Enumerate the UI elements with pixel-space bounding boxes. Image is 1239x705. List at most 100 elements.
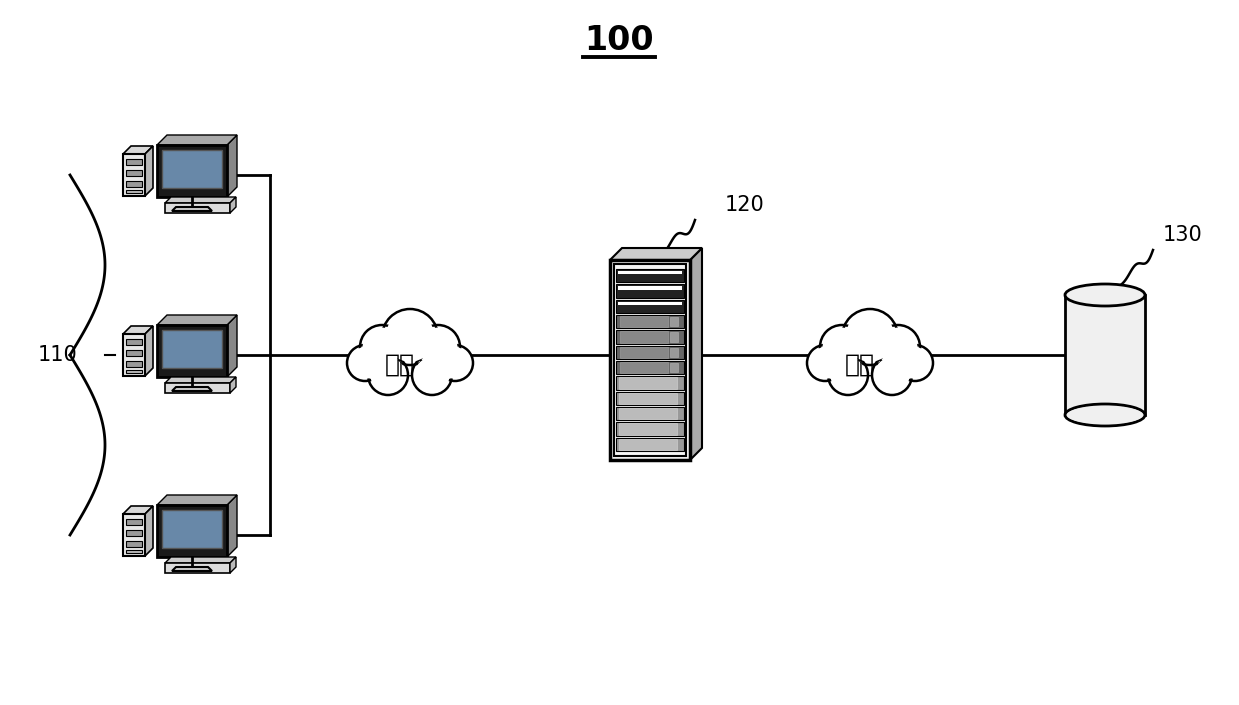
Bar <box>126 550 142 553</box>
Bar <box>126 190 142 193</box>
Bar <box>618 271 681 274</box>
Polygon shape <box>157 135 237 145</box>
Circle shape <box>820 325 864 369</box>
Polygon shape <box>227 315 237 377</box>
Bar <box>126 181 142 187</box>
Bar <box>165 563 230 573</box>
Polygon shape <box>123 506 152 514</box>
Circle shape <box>809 347 841 379</box>
Circle shape <box>830 357 866 393</box>
Polygon shape <box>230 197 235 213</box>
Bar <box>157 145 227 197</box>
Text: 网络: 网络 <box>845 353 875 377</box>
Bar <box>618 302 681 305</box>
Polygon shape <box>230 377 235 393</box>
Bar <box>162 510 222 548</box>
Bar <box>670 348 678 357</box>
Circle shape <box>875 357 909 393</box>
Circle shape <box>807 345 843 381</box>
Bar <box>1066 295 1145 415</box>
Bar <box>610 260 690 460</box>
Bar <box>620 423 676 435</box>
Bar <box>620 331 668 343</box>
Circle shape <box>413 355 452 395</box>
Polygon shape <box>172 207 212 211</box>
Polygon shape <box>227 495 237 557</box>
Polygon shape <box>610 248 703 260</box>
Circle shape <box>419 328 457 367</box>
Bar <box>126 541 142 547</box>
Bar <box>126 339 142 345</box>
Circle shape <box>416 325 460 369</box>
Bar <box>620 439 676 450</box>
Bar <box>616 300 684 313</box>
Bar <box>616 407 684 420</box>
Bar <box>157 325 227 377</box>
Bar <box>616 422 684 436</box>
Bar <box>616 361 684 374</box>
Circle shape <box>439 347 471 379</box>
Circle shape <box>361 325 404 369</box>
Text: 网络: 网络 <box>385 353 415 377</box>
Polygon shape <box>172 387 212 391</box>
Bar <box>126 159 142 165</box>
Polygon shape <box>123 326 152 334</box>
Circle shape <box>843 309 898 365</box>
Bar <box>157 505 227 557</box>
Bar <box>126 519 142 525</box>
Bar <box>162 330 222 368</box>
Circle shape <box>876 325 921 369</box>
Bar <box>670 317 678 326</box>
Circle shape <box>347 345 383 381</box>
Bar <box>620 377 676 388</box>
Polygon shape <box>145 326 152 376</box>
Bar <box>616 376 684 390</box>
Bar <box>123 334 145 376</box>
Bar <box>165 203 230 213</box>
Polygon shape <box>165 377 235 383</box>
Text: 120: 120 <box>725 195 764 215</box>
Polygon shape <box>172 567 212 571</box>
Bar <box>162 150 222 188</box>
Ellipse shape <box>1066 284 1145 306</box>
Bar <box>616 438 684 451</box>
Polygon shape <box>123 146 152 154</box>
Circle shape <box>382 309 439 365</box>
Ellipse shape <box>1067 406 1144 424</box>
Text: 110: 110 <box>38 345 78 365</box>
Polygon shape <box>227 135 237 197</box>
Text: 130: 130 <box>1163 225 1203 245</box>
Polygon shape <box>157 315 237 325</box>
Bar <box>615 264 686 456</box>
Circle shape <box>823 328 861 367</box>
Bar <box>616 284 684 298</box>
Bar <box>620 316 668 327</box>
Bar <box>616 331 684 343</box>
Bar <box>618 286 681 290</box>
Bar <box>670 363 678 372</box>
Circle shape <box>828 355 869 395</box>
Circle shape <box>349 347 380 379</box>
Circle shape <box>363 328 401 367</box>
Bar <box>620 393 676 404</box>
Bar <box>165 383 230 393</box>
Bar <box>123 514 145 556</box>
Polygon shape <box>157 495 237 505</box>
Circle shape <box>414 357 450 393</box>
Bar <box>123 154 145 196</box>
Polygon shape <box>145 146 152 196</box>
Circle shape <box>370 357 405 393</box>
Polygon shape <box>230 557 235 573</box>
Bar <box>616 269 684 282</box>
Bar <box>620 362 668 374</box>
Circle shape <box>878 328 917 367</box>
Text: 100: 100 <box>584 23 654 56</box>
Bar <box>670 332 678 342</box>
Bar <box>126 170 142 176</box>
Circle shape <box>897 345 933 381</box>
Polygon shape <box>165 197 235 203</box>
Bar <box>620 408 676 419</box>
Bar <box>616 392 684 405</box>
Circle shape <box>368 355 408 395</box>
Bar <box>126 350 142 356</box>
